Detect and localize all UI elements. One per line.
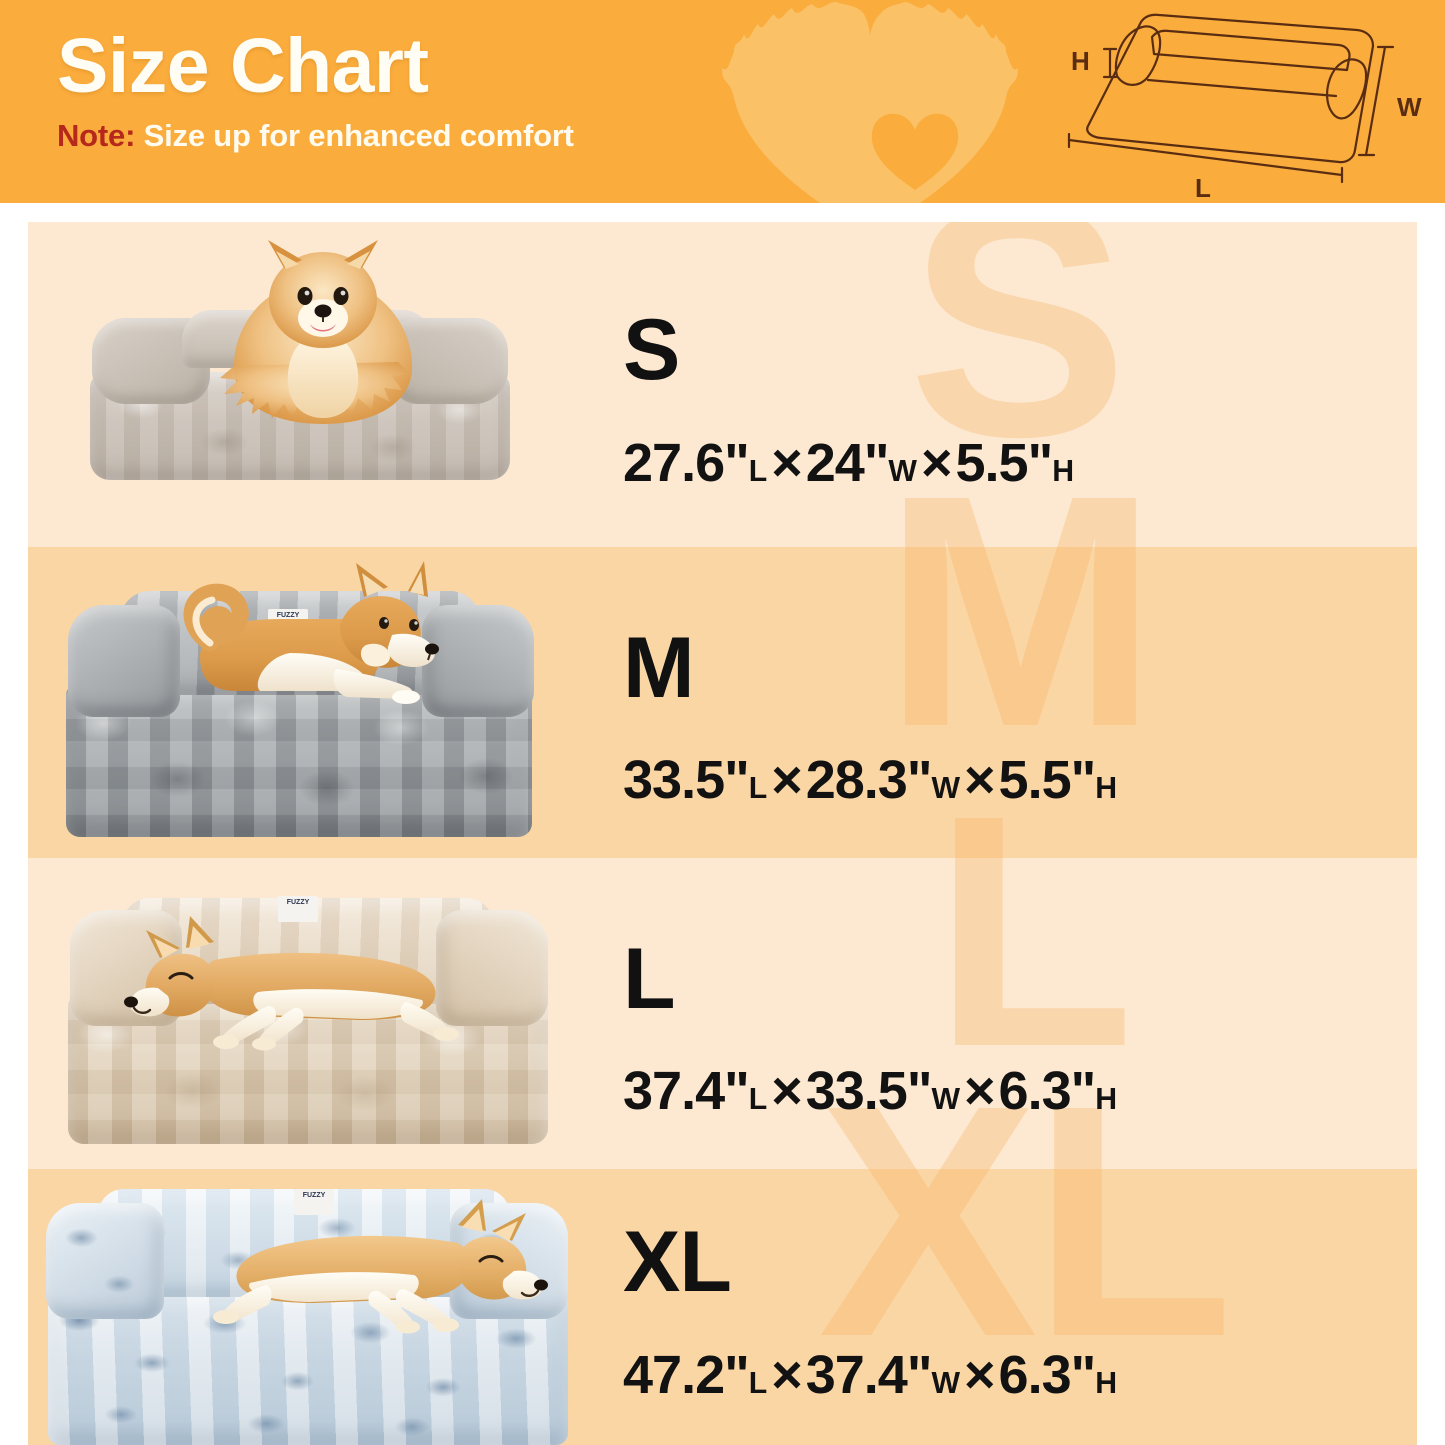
times-sign: × [771,750,803,810]
diagram-h-label: H [1071,46,1090,76]
page-title: Size Chart [57,23,429,109]
product-photo-small [90,240,510,480]
dim-width-xl: 37.4 [805,1345,908,1405]
size-dimensions-m: 33.5"L×28.3"W×5.5"H [623,749,1117,811]
inch-mark: " [906,1061,933,1121]
product-photo-xlarge: FUZZY [44,1183,574,1445]
dim-length-s: 27.6 [623,433,725,493]
unit-w: W [931,772,960,805]
dim-width-s: 24 [805,433,865,493]
inch-mark: " [1070,1061,1097,1121]
unit-w: W [931,1083,960,1116]
row-content-xlarge: FUZZY [28,1169,1417,1445]
dim-length-xl: 47.2 [623,1345,725,1405]
times-sign: × [964,1345,996,1405]
times-sign: × [964,1061,996,1121]
dim-length-l: 37.4 [623,1061,725,1121]
dim-height-l: 6.3 [998,1061,1072,1121]
dog-shiba-lying [183,561,439,704]
product-photo-large: FUZZY [64,884,554,1144]
header-text-block: Size Chart Note: Size up for enhanced co… [57,26,757,154]
dim-width-m: 28.3 [805,750,908,810]
bed-arm-left-xlarge [46,1203,164,1319]
times-sign: × [771,1345,803,1405]
unit-l: L [748,455,768,488]
times-sign: × [920,433,953,493]
size-label-m: M [623,620,695,716]
chart-header: Size Chart Note: Size up for enhanced co… [0,0,1445,203]
unit-h: H [1095,772,1118,805]
times-sign: × [771,1061,803,1121]
dim-height-m: 5.5 [998,750,1072,810]
inch-mark: " [863,433,890,493]
dog-shiba-sleeping [213,1199,548,1334]
diagram-l-label: L [1195,173,1211,203]
unit-h: H [1095,1083,1118,1116]
fur-texture-tiedye [46,1203,164,1319]
row-content-small: S 27.6"L×24"W×5.5"H [28,222,1417,547]
inch-mark: " [724,1345,750,1405]
dog-pomeranian [220,240,413,424]
times-sign: × [771,433,803,493]
unit-l: L [748,1083,768,1116]
note-line: Note: Size up for enhanced comfort [57,118,757,154]
unit-l: L [748,1367,768,1400]
bed-arm-right-large [436,910,548,1026]
size-dimensions-l: 37.4"L×33.5"W×6.3"H [623,1060,1117,1122]
dim-width-l: 33.5 [805,1061,908,1121]
dim-height-xl: 6.3 [998,1345,1072,1405]
inch-mark: " [1070,1345,1097,1405]
bed-arm-right-medium [422,605,534,717]
unit-l: L [748,772,768,805]
inch-mark: " [1070,750,1097,810]
diagram-w-label: W [1397,92,1422,122]
inch-mark: " [724,750,750,810]
inch-mark: " [906,750,933,810]
times-sign: × [964,750,996,810]
inch-mark: " [906,1345,933,1405]
size-label-s: S [623,302,680,398]
bed-arm-left-medium [68,605,180,717]
unit-w: W [888,455,917,488]
note-label: Note: [57,117,136,153]
unit-w: W [931,1367,960,1400]
dog-shiba-sleeping [124,916,459,1051]
inch-mark: " [724,1061,750,1121]
inch-mark: " [724,433,750,493]
bed-dimension-diagram: H L W [1067,13,1422,203]
size-label-l: L [623,931,676,1027]
dim-height-s: 5.5 [955,433,1029,493]
row-content-large: FUZZY [28,858,1417,1169]
product-photo-medium: FUZZY [60,561,538,837]
inch-mark: " [1027,433,1054,493]
note-text: Size up for enhanced comfort [135,117,574,153]
size-dimensions-s: 27.6"L×24"W×5.5"H [623,432,1074,494]
row-content-medium: FUZZY [28,547,1417,858]
unit-h: H [1095,1367,1118,1400]
size-dimensions-xl: 47.2"L×37.4"W×6.3"H [623,1344,1117,1406]
size-label-xl: XL [623,1214,732,1310]
dim-length-m: 33.5 [623,750,725,810]
brand-tag: FUZZY [278,896,318,922]
size-chart-table: S M L XL [28,222,1417,1445]
unit-h: H [1052,455,1075,488]
brand-tag: FUZZY [294,1189,334,1215]
